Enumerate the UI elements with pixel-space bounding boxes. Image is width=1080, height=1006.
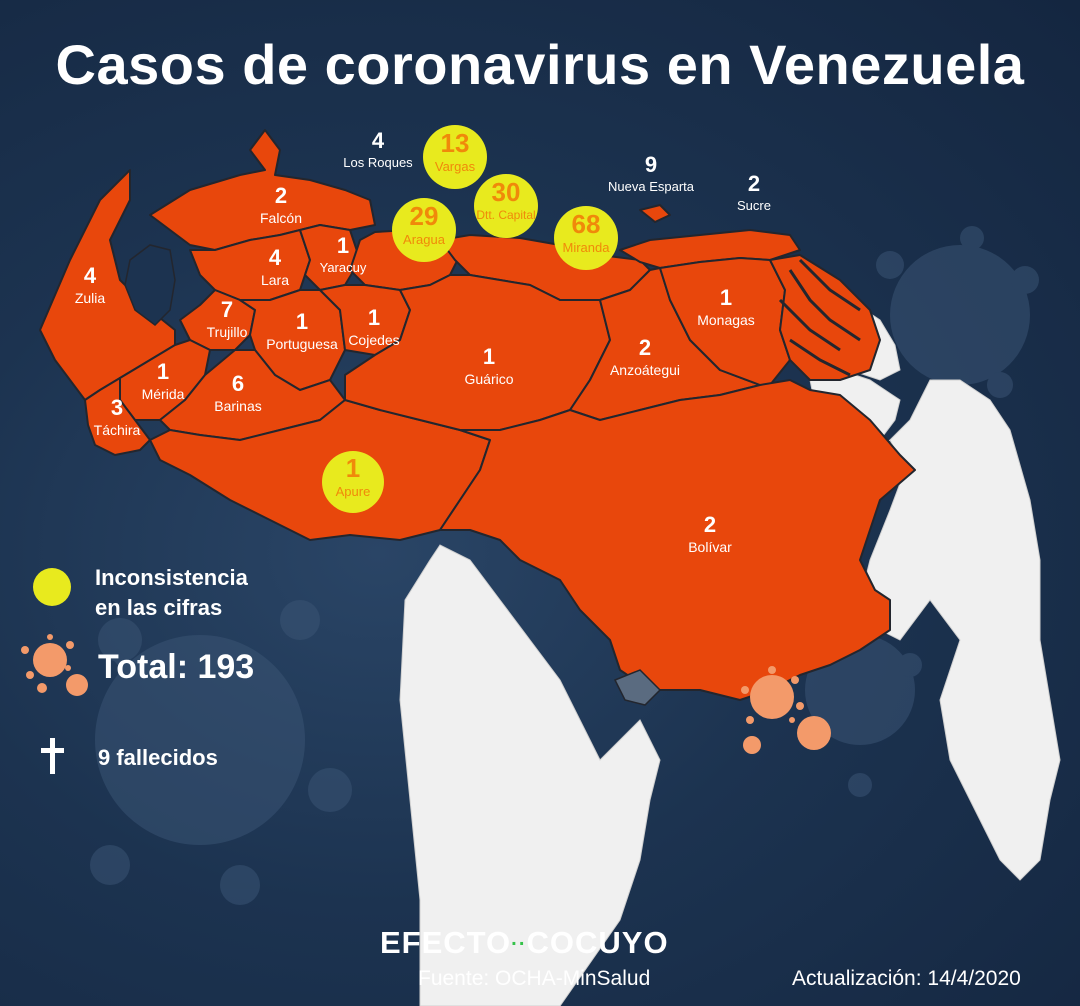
state-name-trujillo: Trujillo <box>207 324 248 340</box>
state-count-miranda: 68 <box>572 209 601 239</box>
state-name-tachira: Táchira <box>94 422 141 438</box>
update-date: Actualización: 14/4/2020 <box>792 967 1021 990</box>
state-name-los-roques: Los Roques <box>343 155 413 170</box>
map-virus-icons <box>741 666 831 754</box>
highlight-circles <box>322 125 618 513</box>
highlight-circle-miranda <box>554 206 618 270</box>
state-name-dtt-capital: Dtt. Capital <box>476 208 535 222</box>
highlight-circle-vargas <box>423 125 487 189</box>
state-count-lara: 4 <box>269 245 282 270</box>
state-name-nueva-esparta: Nueva Esparta <box>608 179 695 194</box>
state-count-merida: 1 <box>157 359 169 384</box>
states <box>39 129 916 701</box>
state-name-barinas: Barinas <box>214 398 261 414</box>
state-count-yaracuy: 1 <box>337 233 349 258</box>
state-count-dtt-capital: 30 <box>492 177 521 207</box>
state-name-cojedes: Cojedes <box>348 332 399 348</box>
state-count-zulia: 4 <box>84 263 97 288</box>
state-count-vargas: 13 <box>441 128 470 158</box>
legend-inconsistency-line1: Inconsistencia <box>95 565 248 590</box>
state-name-portuguesa: Portuguesa <box>266 336 338 352</box>
state-count-tachira: 3 <box>111 395 123 420</box>
state-count-sucre: 2 <box>748 171 760 196</box>
state-count-nueva-esparta: 9 <box>645 152 657 177</box>
lake-maracaibo <box>124 244 176 326</box>
state-name-bolivar: Bolívar <box>688 539 732 555</box>
legend-deaths: 9 fallecidos <box>98 745 218 770</box>
brand-left: EFECTO <box>380 925 512 960</box>
highlight-circle-dtt-capital <box>474 174 538 238</box>
state-name-vargas: Vargas <box>435 159 476 174</box>
state-name-zulia: Zulia <box>75 290 106 306</box>
state-count-anzoategui: 2 <box>639 335 651 360</box>
brand-logo: EFECTO··COCUYO <box>380 925 669 960</box>
brand-right: COCUYO <box>526 925 669 960</box>
state-count-bolivar: 2 <box>704 512 716 537</box>
highlight-circle-apure <box>322 451 384 513</box>
state-name-sucre: Sucre <box>737 198 771 213</box>
state-name-lara: Lara <box>261 272 289 288</box>
state-name-yaracuy: Yaracuy <box>320 260 367 275</box>
legend-inconsistency-line2: en las cifras <box>95 595 223 620</box>
cross-icon <box>41 738 64 774</box>
state-count-apure: 1 <box>346 453 360 483</box>
yellow-circle-icon <box>33 568 71 606</box>
lake-guri <box>613 669 662 706</box>
state-count-barinas: 6 <box>232 371 244 396</box>
state-name-apure: Apure <box>336 484 371 499</box>
state-count-cojedes: 1 <box>368 305 380 330</box>
state-name-monagas: Monagas <box>697 312 755 328</box>
background-virus-right <box>805 226 1039 797</box>
state-count-aragua: 29 <box>410 201 439 231</box>
state-count-monagas: 1 <box>720 285 732 310</box>
delta-rivers <box>778 258 861 377</box>
state-count-trujillo: 7 <box>221 297 233 322</box>
state-name-falcon: Falcón <box>260 210 302 226</box>
state-count-guarico: 1 <box>483 344 495 369</box>
highlight-circle-aragua <box>392 198 456 262</box>
legend-total: Total: 193 <box>98 648 255 686</box>
state-name-merida: Mérida <box>142 386 185 402</box>
state-count-los-roques: 4 <box>372 128 385 153</box>
state-labels: 4 Zulia 2 Falcón 4 Lara 1 Yaracuy 7 Trujillo 1 Port… <box>75 128 771 555</box>
state-name-miranda: Miranda <box>563 240 611 255</box>
state-name-aragua: Aragua <box>403 232 446 247</box>
state-name-anzoategui: Anzoátegui <box>610 362 680 378</box>
source-text: Fuente: OCHA-MinSalud <box>418 967 651 990</box>
page-title: Casos de coronavirus en Venezuela <box>55 33 1025 96</box>
state-count-falcon: 2 <box>275 183 287 208</box>
virus-icon <box>21 634 88 696</box>
background-virus-left <box>90 600 352 905</box>
state-count-portuguesa: 1 <box>296 309 308 334</box>
state-name-guarico: Guárico <box>464 371 513 387</box>
